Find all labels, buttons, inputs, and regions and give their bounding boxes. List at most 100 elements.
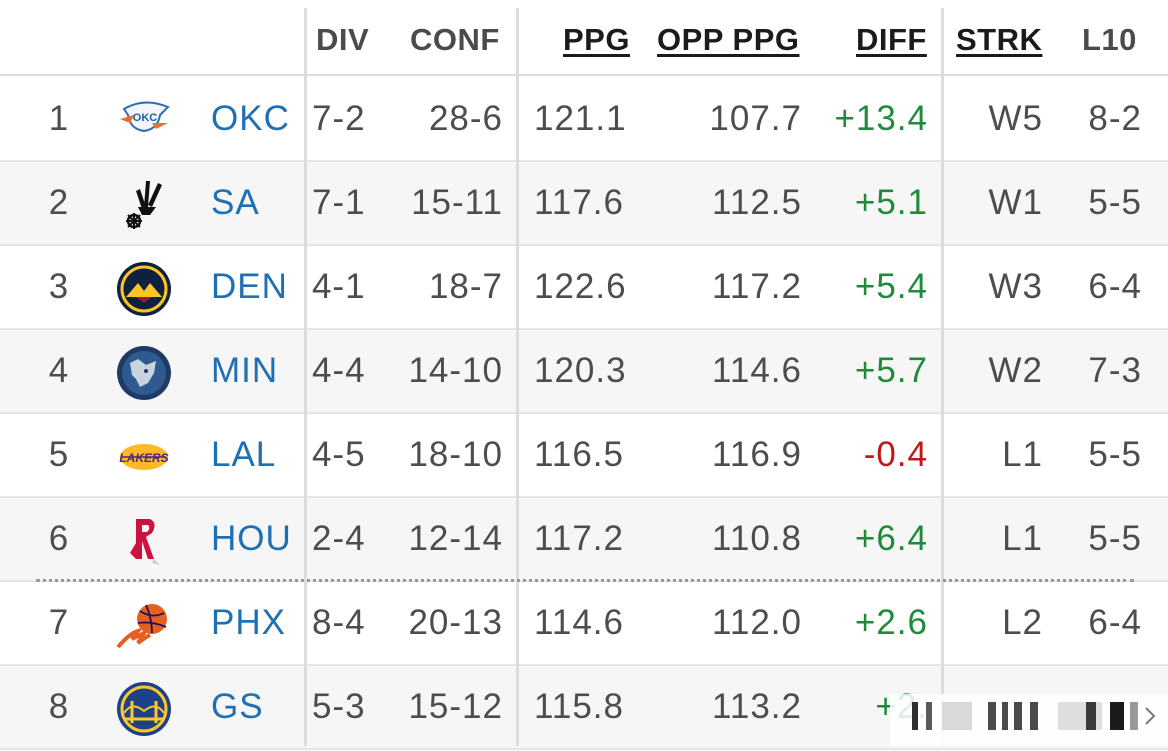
streak-value: W3: [988, 267, 1043, 306]
opp-ppg-value: 112.5: [712, 183, 802, 222]
table-row: 5 LAKERS LAL 4-5 18-10 116.5 116.9 -0.4 …: [0, 414, 1168, 498]
last-ten-value: 6-4: [1088, 267, 1142, 306]
ppg-value: 121.1: [534, 99, 627, 138]
nuggets-logo-icon[interactable]: [116, 261, 172, 317]
team-link[interactable]: LAL: [211, 435, 277, 474]
conf-record: 12-14: [408, 519, 503, 558]
ppg-value: 116.5: [534, 435, 624, 474]
team-link[interactable]: MIN: [211, 351, 279, 390]
diff-value: +5.4: [854, 267, 928, 306]
header-conf[interactable]: CONF: [410, 22, 500, 57]
header-div[interactable]: DIV: [316, 22, 370, 57]
suns-logo-icon[interactable]: [116, 597, 172, 653]
opp-ppg-value: 117.2: [712, 267, 802, 306]
team-link[interactable]: PHX: [211, 603, 286, 642]
div-record: 4-1: [312, 267, 366, 306]
team-link[interactable]: OKC: [211, 99, 290, 138]
column-divider: [516, 8, 519, 746]
rank-cell: 2: [48, 183, 70, 222]
team-link[interactable]: SA: [211, 183, 260, 222]
last-ten-value: 8-2: [1088, 99, 1142, 138]
diff-value: +5.7: [854, 351, 928, 390]
header-strk[interactable]: STRK: [956, 22, 1043, 57]
rank-cell: 7: [48, 603, 70, 642]
div-record: 4-4: [312, 351, 366, 390]
conf-record: 15-11: [411, 183, 503, 222]
svg-text:OKC: OKC: [133, 112, 158, 124]
svg-text:LAKERS: LAKERS: [119, 451, 168, 465]
div-record: 5-3: [312, 687, 366, 726]
streak-value: L1: [1002, 519, 1043, 558]
ppg-value: 117.2: [534, 519, 624, 558]
conf-record: 28-6: [428, 99, 503, 138]
opp-ppg-value: 114.6: [712, 351, 802, 390]
last-ten-value: 5-5: [1088, 435, 1142, 474]
ppg-value: 114.6: [534, 603, 624, 642]
streak-value: W1: [988, 183, 1043, 222]
playoff-cutoff-line: [36, 579, 1134, 582]
streak-value: L2: [1002, 603, 1043, 642]
rockets-logo-icon[interactable]: [116, 513, 172, 569]
streak-value: W2: [988, 351, 1043, 390]
warriors-logo-icon[interactable]: [116, 681, 172, 737]
div-record: 8-4: [312, 603, 366, 642]
column-divider: [941, 8, 944, 746]
rank-cell: 3: [48, 267, 70, 306]
timberwolves-logo-icon[interactable]: [116, 345, 172, 401]
table-row: 1 OKC OKC 7-2 28-6 121.1 107.7 +13.4 W5 …: [0, 78, 1168, 162]
spurs-logo-icon[interactable]: [116, 177, 172, 233]
opp-ppg-value: 110.8: [712, 519, 802, 558]
table-row: 2 SA 7-1 15-11 117.6 112.5 +5.1 W1 5-5: [0, 162, 1168, 246]
diff-value: -0.4: [863, 435, 928, 474]
last-ten-value: 5-5: [1088, 183, 1142, 222]
overlay-notification[interactable]: [890, 694, 1168, 746]
div-record: 7-1: [312, 183, 366, 222]
rank-cell: 6: [48, 519, 70, 558]
opp-ppg-value: 113.2: [712, 687, 802, 726]
ppg-value: 115.8: [534, 687, 624, 726]
conf-record: 15-12: [408, 687, 503, 726]
last-ten-value: 6-4: [1088, 603, 1142, 642]
conf-record: 18-7: [428, 267, 503, 306]
rank-cell: 1: [48, 99, 70, 138]
div-record: 7-2: [312, 99, 366, 138]
header-diff[interactable]: DIFF: [856, 22, 927, 57]
div-record: 4-5: [312, 435, 366, 474]
ppg-value: 122.6: [534, 267, 627, 306]
opp-ppg-value: 112.0: [712, 603, 802, 642]
div-record: 2-4: [312, 519, 366, 558]
conf-record: 14-10: [408, 351, 503, 390]
ppg-value: 120.3: [534, 351, 627, 390]
rank-cell: 5: [48, 435, 70, 474]
last-ten-value: 5-5: [1088, 519, 1142, 558]
table-row: 3 DEN 4-1 18-7 122.6 117.2 +5.4 W3 6-4: [0, 246, 1168, 330]
opp-ppg-value: 116.9: [712, 435, 802, 474]
diff-value: +6.4: [854, 519, 928, 558]
thunder-logo-icon[interactable]: OKC: [116, 93, 172, 149]
diff-value: +13.4: [834, 99, 928, 138]
header-ppg[interactable]: PPG: [563, 22, 630, 57]
lakers-logo-icon[interactable]: LAKERS: [116, 429, 172, 485]
opp-ppg-value: 107.7: [709, 99, 802, 138]
team-link[interactable]: DEN: [211, 267, 288, 306]
streak-value: W5: [988, 99, 1043, 138]
column-divider: [304, 8, 307, 746]
last-ten-value: 7-3: [1088, 351, 1142, 390]
team-link[interactable]: GS: [211, 687, 264, 726]
header-opp-ppg[interactable]: OPP PPG: [657, 22, 800, 57]
table-header: DIV CONF PPG OPP PPG DIFF STRK L10: [0, 0, 1168, 76]
table-row: 4 MIN 4-4 14-10 120.3 114.6 +5.7 W2 7-3: [0, 330, 1168, 414]
team-link[interactable]: HOU: [211, 519, 292, 558]
table-row: 7 PHX 8-4 20-13 114.6 112.0 +2.6 L2 6-4: [0, 582, 1168, 666]
diff-value: +5.1: [854, 183, 928, 222]
conf-record: 20-13: [408, 603, 503, 642]
rank-cell: 4: [48, 351, 70, 390]
ppg-value: 117.6: [534, 183, 624, 222]
streak-value: L1: [1002, 435, 1043, 474]
header-l10[interactable]: L10: [1082, 22, 1137, 57]
conf-record: 18-10: [408, 435, 503, 474]
rank-cell: 8: [48, 687, 70, 726]
table-row: 6 HOU 2-4 12-14 117.2 110.8 +6.4 L1 5-5: [0, 498, 1168, 582]
diff-value: +2.6: [854, 603, 928, 642]
